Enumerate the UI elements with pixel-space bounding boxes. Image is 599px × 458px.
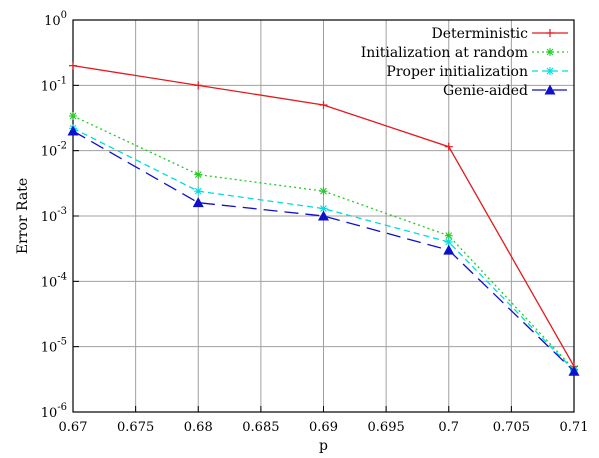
- y-tick-label: 10-2: [41, 141, 67, 160]
- legend-label: Genie-aided: [443, 83, 528, 99]
- y-tick-base: 10: [41, 79, 58, 94]
- y-tick-exponent: -1: [57, 75, 67, 86]
- series-line: [72, 127, 575, 372]
- legend-label: Deterministic: [432, 26, 529, 42]
- y-tick-base: 10: [41, 145, 58, 160]
- y-tick-base: 10: [41, 341, 58, 356]
- series-line: [72, 130, 575, 372]
- y-tick-exponent: 0: [61, 10, 67, 21]
- legend: Deterministic Initialization at random Pro…: [361, 26, 568, 99]
- y-tick-exponent: -5: [57, 337, 67, 348]
- data-point: [194, 187, 203, 196]
- legend-item: Genie-aided: [443, 83, 568, 99]
- series-0: [69, 61, 578, 371]
- y-tick-label: 10-6: [41, 402, 67, 421]
- data-point: [192, 197, 204, 208]
- data-point: [69, 111, 77, 120]
- x-tick-label: 0.685: [242, 420, 279, 435]
- legend-marker: [546, 29, 554, 37]
- legend-item: Proper initialization: [386, 64, 568, 80]
- legend-label: Initialization at random: [361, 45, 528, 61]
- y-tick-label: 10-5: [41, 337, 67, 356]
- y-tick-label: 10-1: [41, 75, 67, 94]
- legend-marker: [544, 84, 556, 95]
- plot-frame: [72, 19, 575, 413]
- y-tick-base: 10: [41, 210, 58, 225]
- series-lines: [67, 61, 580, 376]
- data-point: [319, 101, 328, 110]
- data-point: [67, 125, 79, 136]
- y-tick-base: 10: [41, 275, 58, 290]
- x-tick-label: 0.705: [493, 420, 530, 435]
- legend-marker: [546, 67, 554, 75]
- x-tick-label: 0.695: [368, 420, 405, 435]
- axes: [72, 19, 575, 413]
- y-tick-base: 10: [41, 406, 58, 421]
- y-tick-exponent: -6: [57, 402, 67, 413]
- data-point: [318, 210, 329, 221]
- legend-label: Proper initialization: [386, 64, 528, 80]
- y-tick-base: 10: [44, 14, 61, 29]
- y-tick-exponent: -4: [57, 271, 67, 282]
- series-1: [69, 111, 578, 374]
- y-tick-exponent: -2: [57, 141, 67, 152]
- x-tick-label: 0.67: [59, 420, 88, 435]
- series-3: [67, 125, 580, 376]
- legend-item: Initialization at random: [361, 45, 568, 61]
- data-point: [194, 170, 203, 179]
- data-point: [444, 142, 453, 151]
- legend-item: Deterministic: [432, 26, 568, 42]
- data-point: [568, 365, 580, 376]
- x-tick-label: 0.69: [309, 420, 338, 435]
- y-tick-label: 10-3: [41, 206, 67, 225]
- tick-labels: 0.67 0.675 0.68 0.685 0.69 0.695 0.7 0.705 0.71 1…: [41, 10, 589, 435]
- x-tick-label: 0.71: [560, 420, 589, 435]
- y-tick-label: 100: [44, 10, 67, 29]
- legend-marker: [546, 48, 554, 56]
- data-point: [194, 81, 203, 90]
- y-tick-label: 10-4: [41, 271, 67, 290]
- y-axis-title: Error Rate: [15, 178, 31, 254]
- x-tick-label: 0.7: [438, 420, 459, 435]
- x-tick-label: 0.675: [117, 420, 154, 435]
- y-tick-exponent: -3: [57, 206, 67, 217]
- x-axis-title: p: [319, 438, 328, 454]
- data-point: [319, 187, 328, 196]
- data-point: [69, 61, 77, 70]
- data-point: [443, 244, 455, 255]
- x-tick-label: 0.68: [184, 420, 213, 435]
